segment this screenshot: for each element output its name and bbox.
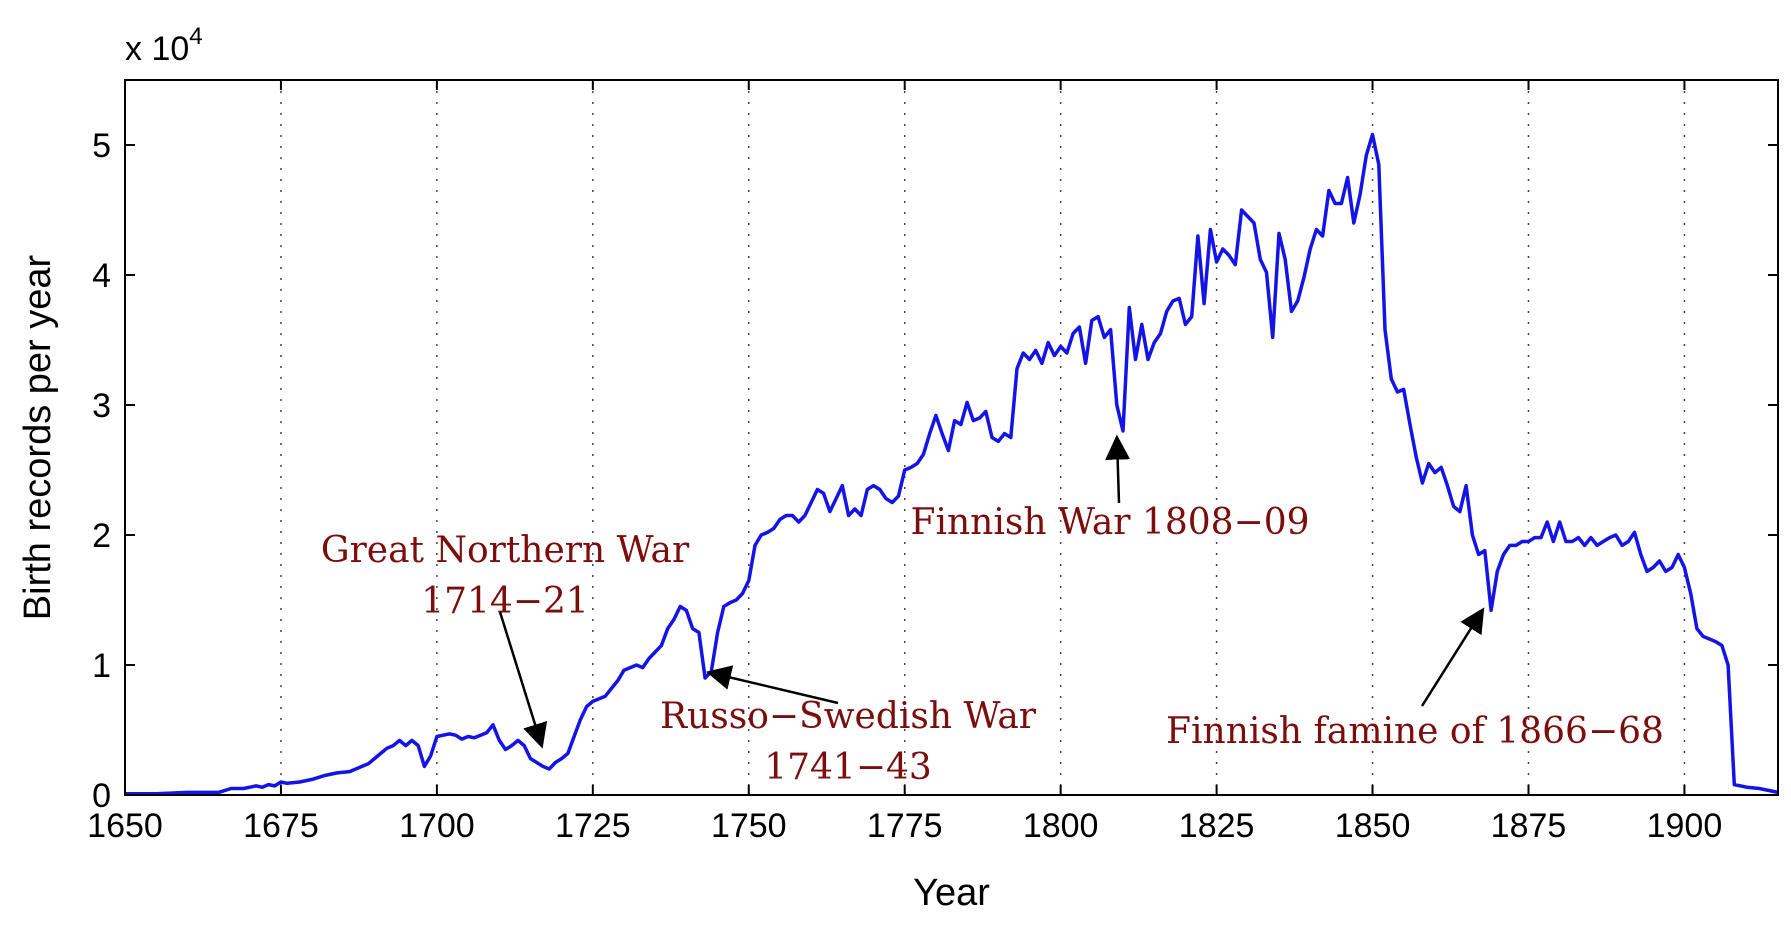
x-tick-label: 1775 bbox=[867, 807, 943, 845]
x-tick-label: 1650 bbox=[87, 807, 163, 845]
annotation-text: Finnish War 1808−09 bbox=[910, 502, 1309, 543]
annotation-text: Great Northern War bbox=[321, 530, 690, 571]
series-layer bbox=[125, 132, 1779, 796]
x-tick-label: 1725 bbox=[555, 807, 631, 845]
y-multiplier-exponent: 4 bbox=[189, 23, 202, 50]
annotation-arrow bbox=[498, 611, 548, 749]
y-tick-label: 4 bbox=[92, 257, 111, 295]
x-tick-label: 1800 bbox=[1023, 807, 1099, 845]
axis-ticks: 1650 1675 1700 1725 1750 1775 1800 1825 1850 1875… bbox=[87, 80, 1778, 845]
series-line bbox=[125, 132, 1779, 796]
annotation-text: 1741−43 bbox=[764, 747, 932, 788]
y-tick-label: 5 bbox=[92, 127, 111, 165]
annotation-arrow bbox=[1420, 607, 1485, 707]
annotations: Great Northern War 1714−21 Russo−Swedish W… bbox=[321, 434, 1664, 788]
x-tick-label: 1825 bbox=[1179, 807, 1255, 845]
annotation-text: 1714−21 bbox=[421, 581, 589, 622]
grid-lines bbox=[280, 80, 1686, 795]
annotation-text: Russo−Swedish War bbox=[660, 696, 1037, 737]
y-axis-label: Birth records per year bbox=[17, 254, 59, 620]
annotation-arrow bbox=[706, 665, 839, 705]
x-tick-label: 1750 bbox=[711, 807, 787, 845]
annotation-text: Finnish famine of 1866−68 bbox=[1166, 711, 1664, 752]
y-tick-label: 0 bbox=[92, 777, 111, 815]
x-tick-label: 1875 bbox=[1491, 807, 1567, 845]
y-tick-label: 1 bbox=[92, 647, 111, 685]
y-multiplier-base: x 10 bbox=[125, 30, 189, 68]
y-multiplier-label: x 104 bbox=[125, 23, 203, 68]
x-tick-label: 1850 bbox=[1335, 807, 1411, 845]
x-tick-label: 1900 bbox=[1647, 807, 1723, 845]
x-axis-label: Year bbox=[913, 872, 990, 914]
annotation-arrow bbox=[1105, 434, 1131, 504]
x-tick-label: 1700 bbox=[399, 807, 475, 845]
x-tick-label: 1675 bbox=[243, 807, 319, 845]
plot-frame bbox=[124, 79, 1779, 796]
y-tick-label: 2 bbox=[92, 517, 111, 555]
y-tick-label: 3 bbox=[92, 387, 111, 425]
